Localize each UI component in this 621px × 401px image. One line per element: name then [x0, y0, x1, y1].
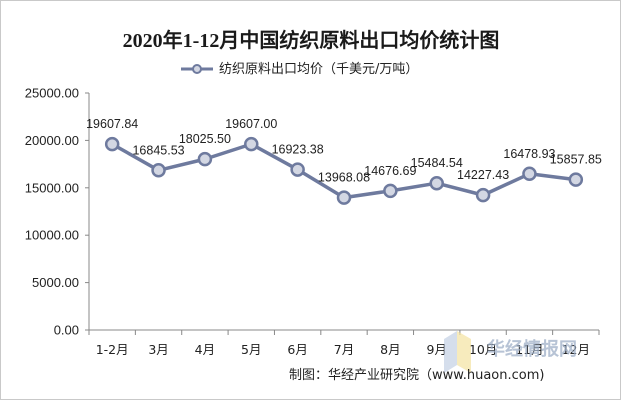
- watermark-logo-shape-right: [457, 331, 471, 373]
- x-tick-label: 11月: [515, 342, 543, 357]
- data-label: 18025.50: [179, 132, 231, 146]
- data-point: [522, 166, 537, 182]
- watermark-logo-shape-left: [444, 331, 457, 373]
- data-point: [197, 151, 213, 167]
- data-label: 16845.53: [132, 143, 184, 157]
- data-label: 14676.69: [364, 164, 416, 178]
- y-tick-label: 15000.00: [25, 180, 79, 195]
- x-tick-label: 9月: [427, 342, 447, 357]
- legend: 纺织原料出口均价（千美元/万吨）: [181, 62, 418, 77]
- y-tick-label: 20000.00: [25, 133, 79, 148]
- data-label: 15857.85: [550, 153, 602, 167]
- data-label: 15484.54: [411, 156, 463, 170]
- x-tick-label: 1-2月: [96, 342, 129, 357]
- data-label: 19607.00: [225, 117, 277, 131]
- data-point: [429, 175, 444, 191]
- x-tick-label: 4月: [195, 342, 215, 357]
- data-label: 16923.38: [272, 143, 324, 157]
- data-label: 14227.43: [457, 168, 509, 182]
- data-point: [336, 190, 352, 205]
- data-point: [568, 172, 584, 187]
- source-note: 制图：华经产业研究院（www.huaon.com): [289, 368, 544, 383]
- data-point: [151, 163, 166, 178]
- y-tick-label: 10000.00: [25, 228, 79, 243]
- chart-title: 2020年1-12月中国纺织原料出口均价统计图: [123, 28, 500, 52]
- watermark-text: 华经情报网: [487, 338, 577, 360]
- x-tick-label: 10月: [469, 342, 497, 357]
- x-tick-label: 3月: [148, 342, 168, 357]
- data-point: [290, 162, 305, 177]
- data-label: 19607.84: [86, 117, 138, 131]
- data-label: 13968.08: [318, 171, 370, 185]
- data-point: [244, 136, 259, 152]
- y-tick-label: 0.00: [54, 323, 79, 338]
- x-tick-label: 8月: [380, 342, 400, 357]
- x-tick-label: 5月: [241, 342, 261, 357]
- x-tick-label: 6月: [287, 342, 307, 357]
- data-label: 16478.93: [503, 147, 555, 161]
- series-line: [104, 136, 584, 205]
- watermark-logo: 华经情报网: [444, 331, 577, 373]
- x-tick-label: 7月: [334, 342, 354, 357]
- y-tick-label: 5000.00: [32, 275, 79, 290]
- data-point: [104, 136, 120, 152]
- data-point: [383, 183, 398, 199]
- axes: 0.00 5000.00 10000.00 15000.00 20000.00 25000…: [25, 86, 600, 357]
- x-tick-label: 12月: [562, 342, 590, 357]
- legend-marker-swatch: [192, 64, 202, 74]
- legend-label: 纺织原料出口均价（千美元/万吨）: [219, 62, 418, 77]
- y-tick-label: 25000.00: [25, 86, 79, 101]
- data-point: [475, 187, 491, 203]
